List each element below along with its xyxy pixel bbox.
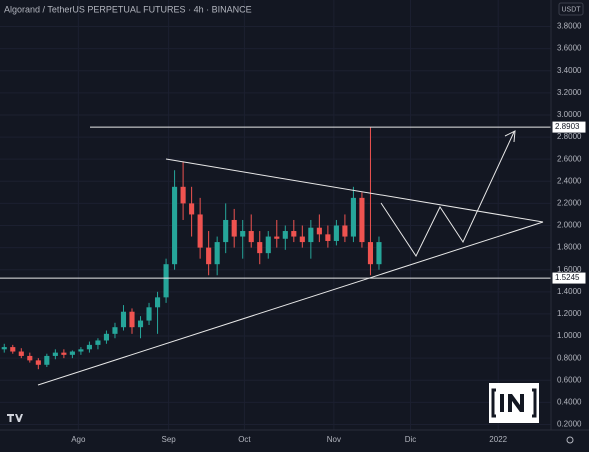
candle-body — [248, 231, 254, 243]
y-tick-label: 3.8000 — [557, 22, 582, 31]
candle-body — [291, 231, 297, 237]
y-tick-label: 1.8000 — [557, 243, 582, 252]
candle-body — [78, 349, 84, 352]
y-tick-label: 2.8000 — [557, 132, 582, 141]
candle-body — [376, 242, 382, 265]
candle-body — [163, 264, 169, 298]
candles — [1, 127, 382, 370]
candle-body — [214, 242, 220, 265]
y-tick-label: 3.0000 — [557, 110, 582, 119]
x-tick-label: Oct — [238, 435, 251, 444]
candle-body — [231, 219, 237, 237]
candle-body — [146, 307, 152, 321]
currency-box — [558, 2, 584, 16]
settings-button[interactable] — [566, 436, 574, 444]
candle-body — [206, 247, 212, 265]
currency-label: USDT — [561, 6, 581, 13]
watermark-logo — [489, 383, 539, 423]
x-tick-label: Nov — [327, 435, 341, 444]
arrow-head — [504, 130, 516, 143]
y-tick-label: 0.4000 — [557, 397, 582, 406]
tv-logo: ⁣ — [7, 414, 23, 422]
candle-body — [308, 227, 314, 243]
candle-body — [129, 311, 135, 328]
candle-body — [137, 320, 144, 328]
axes: 0.2000 0.4000 0.6000 0.8000 1.0000 1.2000 1.40… — [71, 22, 582, 444]
candle-body — [265, 236, 271, 254]
y-tick-label: 2.0000 — [557, 221, 582, 230]
x-tick-label: Sep — [162, 435, 177, 444]
candle-body — [367, 242, 374, 265]
candle-body — [189, 203, 195, 215]
candle-body — [154, 297, 161, 308]
projection-path — [380, 131, 515, 258]
candle-body — [52, 352, 58, 356]
candle-body — [1, 347, 7, 350]
candle-body — [359, 197, 365, 243]
price-level-box — [551, 120, 587, 134]
drawings — [37, 130, 544, 386]
candle-body — [103, 333, 110, 341]
candle-body — [35, 360, 41, 365]
candle-body — [10, 347, 16, 352]
candle-body — [86, 344, 92, 350]
candle-body — [197, 214, 203, 248]
candle-body — [112, 327, 118, 334]
candle-body — [282, 231, 288, 239]
candle-body — [342, 225, 348, 237]
candle-body — [223, 219, 229, 243]
candle-body — [257, 242, 263, 254]
y-tick-label: 3.2000 — [557, 88, 582, 97]
candle-body — [333, 225, 339, 241]
price-level-box — [551, 271, 587, 285]
candle-body — [274, 236, 280, 239]
candle-body — [325, 234, 331, 241]
candle-body — [180, 186, 186, 204]
y-tick-label: 1.6000 — [557, 265, 582, 274]
y-tick-label: 1.0000 — [557, 331, 582, 340]
trend-line — [37, 221, 544, 386]
x-tick-label: 2022 — [489, 435, 507, 444]
y-tick-label: 0.2000 — [557, 420, 582, 429]
y-tick-label: 1.4000 — [557, 287, 582, 296]
y-tick-label: 0.8000 — [557, 353, 582, 362]
price-level-label: 1.5245 — [555, 273, 580, 282]
price-level-label: 2.8903 — [555, 122, 580, 131]
x-tick-label: Dic — [405, 435, 417, 444]
y-tick-label: 2.6000 — [557, 154, 582, 163]
candle-body — [120, 311, 127, 328]
grid — [0, 0, 551, 430]
y-tick-label: 2.4000 — [557, 176, 582, 185]
trend-line — [165, 158, 544, 223]
candle-body — [299, 236, 305, 243]
candle-body — [95, 340, 101, 345]
chart-title: Algorand / TetherUS PERPETUAL FUTURES · … — [4, 4, 252, 14]
candle-body — [69, 351, 75, 355]
y-tick-label: 3.4000 — [557, 66, 582, 75]
candle-body — [350, 197, 356, 237]
candle-body — [18, 351, 24, 356]
candle-body — [172, 186, 178, 265]
y-tick-label: 3.6000 — [557, 44, 582, 53]
candle-body — [240, 231, 246, 237]
candle-body — [61, 352, 67, 355]
y-tick-label: 0.6000 — [557, 375, 582, 384]
candle-body — [44, 355, 50, 365]
levels: 2.8903 1.5245 — [0, 120, 587, 285]
candle-body — [27, 355, 33, 361]
x-tick-label: Ago — [71, 435, 86, 444]
y-tick-label: 2.2000 — [557, 199, 582, 208]
y-tick-label: 1.2000 — [557, 309, 582, 318]
candle-body — [316, 227, 322, 235]
